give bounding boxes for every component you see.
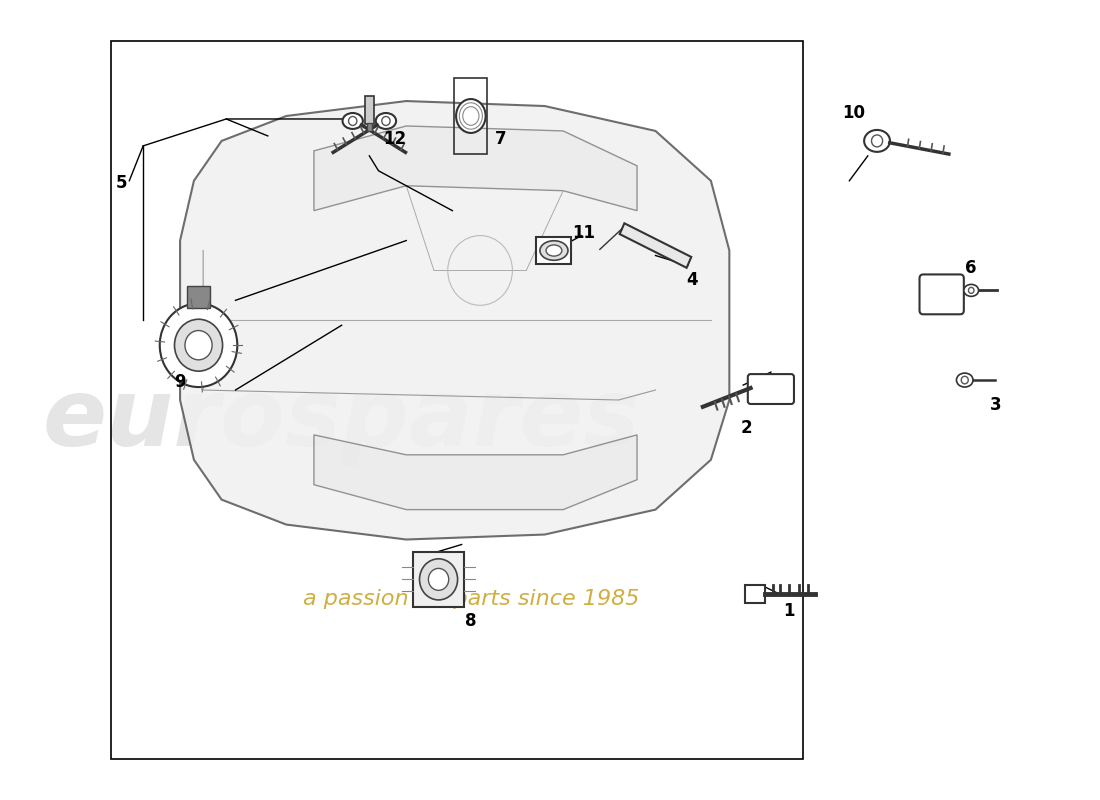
Ellipse shape xyxy=(342,113,363,129)
Ellipse shape xyxy=(419,559,458,600)
Polygon shape xyxy=(619,223,691,268)
Text: 10: 10 xyxy=(843,104,866,122)
Bar xyxy=(111,42,803,758)
Bar xyxy=(367,123,372,131)
Text: 4: 4 xyxy=(686,271,698,290)
Text: 7: 7 xyxy=(495,130,506,148)
Circle shape xyxy=(871,135,882,147)
Circle shape xyxy=(175,319,222,371)
Ellipse shape xyxy=(956,373,974,387)
Text: 2: 2 xyxy=(740,419,751,437)
Text: 1: 1 xyxy=(783,602,795,620)
Text: 6: 6 xyxy=(966,259,977,278)
Bar xyxy=(365,96,374,124)
Bar xyxy=(414,552,464,606)
Circle shape xyxy=(160,303,238,387)
Text: 8: 8 xyxy=(465,612,476,630)
Ellipse shape xyxy=(376,113,396,129)
Ellipse shape xyxy=(540,241,568,260)
Circle shape xyxy=(349,117,356,126)
Circle shape xyxy=(961,376,968,384)
Text: 12: 12 xyxy=(384,130,407,148)
Text: 5: 5 xyxy=(117,174,128,192)
Polygon shape xyxy=(314,126,637,210)
Bar xyxy=(454,78,487,154)
Ellipse shape xyxy=(546,245,562,256)
Circle shape xyxy=(968,287,974,294)
Bar xyxy=(187,286,210,308)
Text: a passion for parts since 1985: a passion for parts since 1985 xyxy=(302,590,639,610)
Text: 3: 3 xyxy=(989,396,1001,414)
Ellipse shape xyxy=(428,569,449,590)
Circle shape xyxy=(185,330,212,360)
Text: 9: 9 xyxy=(174,373,186,391)
FancyBboxPatch shape xyxy=(748,374,794,404)
Circle shape xyxy=(382,117,390,126)
FancyBboxPatch shape xyxy=(920,274,964,314)
Ellipse shape xyxy=(456,99,485,133)
Text: 11: 11 xyxy=(572,223,595,242)
Polygon shape xyxy=(180,101,729,539)
Ellipse shape xyxy=(964,285,979,296)
Polygon shape xyxy=(314,435,637,510)
Bar xyxy=(745,586,766,603)
Bar xyxy=(537,237,572,265)
Ellipse shape xyxy=(865,130,890,152)
Text: eurospares: eurospares xyxy=(43,374,640,466)
